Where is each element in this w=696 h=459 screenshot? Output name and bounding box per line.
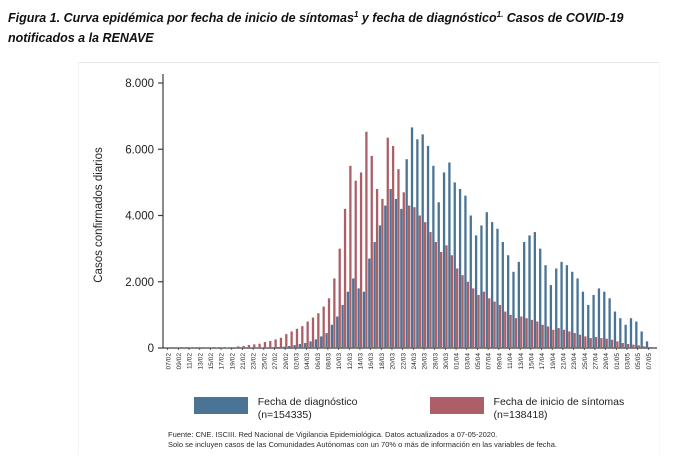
svg-text:09/02: 09/02: [176, 353, 183, 370]
svg-text:01/05: 01/05: [614, 353, 621, 370]
chart-legend: Fecha de diagnóstico (n=154335) Fecha de…: [163, 396, 655, 421]
figure-title-text-3: Casos de COVID-19 notificados a la RENAV…: [8, 11, 624, 45]
svg-text:19/02: 19/02: [229, 353, 236, 370]
source-note: Fuente: CNE. ISCIII. Red Nacional de Vig…: [168, 430, 668, 450]
svg-text:05/05: 05/05: [635, 353, 642, 370]
svg-text:02/03: 02/03: [293, 353, 300, 370]
svg-text:11/04: 11/04: [507, 353, 514, 369]
svg-text:6.000: 6.000: [125, 144, 154, 156]
figure-frame: [78, 62, 660, 455]
svg-text:23/02: 23/02: [251, 353, 258, 370]
legend-series-count: (n=154335): [257, 408, 312, 421]
svg-text:07/04: 07/04: [486, 353, 493, 370]
svg-text:13/04: 13/04: [518, 353, 525, 370]
svg-text:17/02: 17/02: [219, 353, 226, 370]
svg-text:17/04: 17/04: [539, 353, 546, 370]
figure-title-text-1: Figura 1. Curva epidémica por fecha de i…: [8, 11, 354, 25]
source-note-line-2: Solo se incluyen casos de las Comunidade…: [168, 440, 557, 450]
svg-text:07/02: 07/02: [165, 353, 172, 370]
svg-text:19/04: 19/04: [550, 353, 557, 370]
svg-text:14/03: 14/03: [358, 353, 365, 370]
svg-text:06/03: 06/03: [315, 353, 322, 370]
svg-text:2.000: 2.000: [125, 277, 154, 289]
svg-text:27/04: 27/04: [593, 353, 600, 370]
svg-text:23/04: 23/04: [571, 353, 578, 370]
legend-swatch-inicio-sintomas: [429, 397, 484, 414]
source-note-line-1: Fuente: CNE. ISCIII. Red Nacional de Vig…: [168, 430, 498, 439]
svg-text:8.000: 8.000: [125, 78, 154, 90]
legend-label-diagnostico: Fecha de diagnóstico (n=154335): [258, 396, 358, 421]
svg-text:4.000: 4.000: [125, 211, 154, 223]
legend-label-inicio-sintomas: Fecha de inicio de síntomas (n=138418): [494, 396, 625, 421]
svg-text:09/04: 09/04: [496, 353, 503, 370]
svg-text:20/03: 20/03: [390, 353, 397, 370]
svg-text:03/05: 03/05: [625, 353, 632, 370]
svg-text:03/04: 03/04: [464, 353, 471, 370]
svg-text:04/03: 04/03: [304, 353, 311, 370]
svg-text:22/03: 22/03: [400, 353, 407, 370]
svg-text:0: 0: [148, 343, 154, 355]
svg-text:05/04: 05/04: [475, 353, 482, 370]
legend-series-name: Fecha de inicio de síntomas: [493, 396, 625, 408]
svg-text:28/03: 28/03: [432, 353, 439, 370]
svg-text:18/03: 18/03: [379, 353, 386, 370]
svg-text:26/03: 26/03: [422, 353, 429, 370]
figure-title: Figura 1. Curva epidémica por fecha de i…: [8, 8, 664, 48]
footnote-marker-2: 1.: [496, 9, 504, 19]
svg-text:21/04: 21/04: [560, 353, 567, 370]
legend-item-diagnostico: Fecha de diagnóstico (n=154335): [193, 396, 358, 421]
footnote-marker-1: 1: [353, 9, 359, 19]
legend-item-inicio-sintomas: Fecha de inicio de síntomas (n=138418): [429, 396, 625, 421]
svg-text:29/02: 29/02: [283, 353, 290, 370]
svg-text:30/03: 30/03: [443, 353, 450, 370]
svg-text:10/03: 10/03: [336, 353, 343, 370]
svg-text:16/03: 16/03: [368, 353, 375, 370]
svg-text:12/03: 12/03: [347, 353, 354, 370]
svg-text:01/04: 01/04: [454, 353, 461, 370]
svg-text:25/04: 25/04: [582, 353, 589, 370]
svg-text:15/02: 15/02: [208, 353, 215, 370]
svg-text:11/02: 11/02: [187, 353, 194, 369]
figure-title-text-2: y fecha de diagnóstico: [358, 11, 497, 25]
svg-text:07/05: 07/05: [646, 353, 653, 370]
legend-series-name: Fecha de diagnóstico: [257, 396, 358, 408]
svg-text:24/03: 24/03: [411, 353, 418, 370]
legend-swatch-diagnostico: [193, 397, 248, 414]
svg-text:15/04: 15/04: [528, 353, 535, 370]
svg-text:13/02: 13/02: [197, 353, 204, 370]
svg-text:21/02: 21/02: [240, 353, 247, 370]
svg-text:08/03: 08/03: [325, 353, 332, 370]
legend-series-count: (n=138418): [493, 408, 548, 421]
svg-text:25/02: 25/02: [261, 353, 268, 370]
svg-text:27/02: 27/02: [272, 353, 279, 370]
svg-text:29/04: 29/04: [603, 353, 610, 370]
